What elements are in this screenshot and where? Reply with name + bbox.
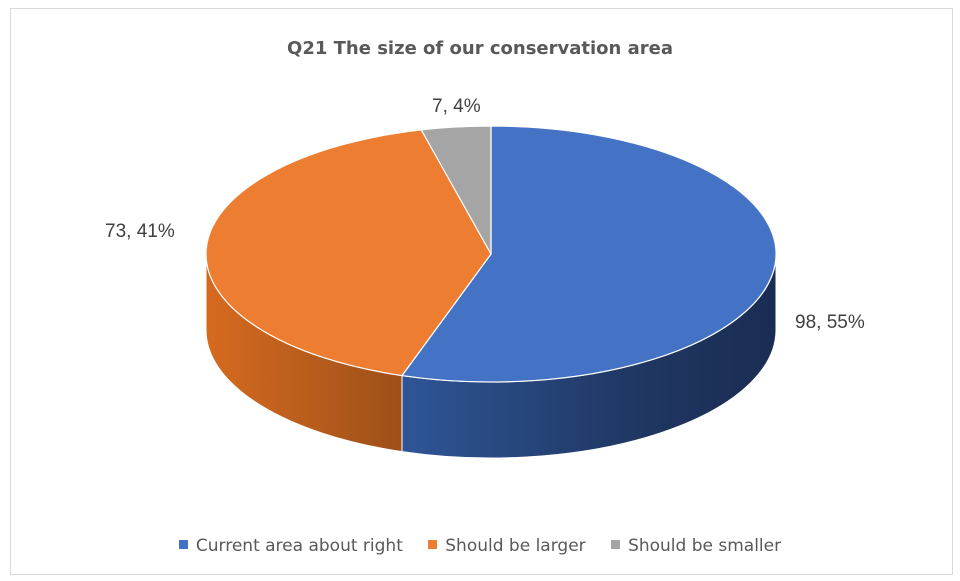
legend: Current area about right Should be large…: [0, 536, 960, 556]
legend-swatch-orange: [428, 540, 438, 549]
legend-swatch-blue: [178, 540, 188, 549]
data-label-should-be-smaller: 7, 4%: [432, 96, 481, 117]
legend-entry-should-be-larger: Should be larger: [428, 536, 586, 556]
legend-entry-current-area: Current area about right: [178, 536, 403, 556]
data-label-should-be-larger: 73, 41%: [105, 221, 175, 242]
pie-slice-should-be-smaller: [420, 125, 492, 255]
pie-slice-current-area: [401, 125, 777, 383]
legend-label: Should be smaller: [628, 536, 782, 556]
legend-entry-should-be-smaller: Should be smaller: [611, 536, 781, 556]
legend-label: Should be larger: [445, 536, 586, 556]
chart-title: Q21 The size of our conservation area: [287, 38, 673, 59]
data-label-current-area: 98, 55%: [795, 312, 865, 333]
legend-label: Current area about right: [195, 536, 403, 556]
pie-slice-should-be-larger: [205, 129, 492, 377]
legend-swatch-gray: [611, 540, 621, 549]
